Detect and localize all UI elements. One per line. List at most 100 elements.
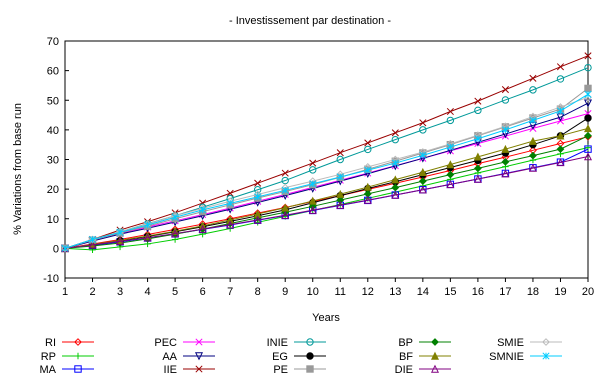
data-point bbox=[116, 236, 125, 245]
y-tick-label: 10 bbox=[47, 214, 59, 226]
legend-item-ma: MA bbox=[40, 364, 94, 376]
data-point bbox=[336, 196, 345, 204]
series-line bbox=[64, 156, 589, 249]
data-point bbox=[584, 114, 592, 122]
data-point bbox=[309, 180, 317, 188]
data-point bbox=[556, 63, 565, 71]
x-tick-label: 20 bbox=[582, 286, 594, 298]
data-point bbox=[542, 352, 550, 360]
legend-item-pec: PEC bbox=[154, 337, 215, 349]
x-tick-label: 9 bbox=[282, 286, 288, 298]
series-line bbox=[64, 127, 589, 249]
data-point bbox=[430, 364, 440, 373]
legend-item-inie: INIE bbox=[267, 337, 326, 349]
x-tick-label: 3 bbox=[117, 286, 123, 298]
legend-label: RI bbox=[45, 337, 56, 349]
legend-label: PEC bbox=[154, 337, 177, 349]
data-point bbox=[584, 52, 592, 60]
data-point bbox=[281, 169, 289, 177]
legend-label: PE bbox=[273, 364, 288, 376]
y-tick-label: 30 bbox=[47, 155, 59, 167]
data-point bbox=[529, 74, 537, 82]
data-point bbox=[306, 352, 314, 360]
data-point bbox=[501, 96, 510, 104]
series-line bbox=[64, 55, 589, 249]
plot-area bbox=[64, 40, 589, 279]
data-point bbox=[418, 185, 427, 194]
legend-label: AA bbox=[162, 351, 177, 363]
x-tick-label: 5 bbox=[172, 286, 178, 298]
data-point bbox=[418, 167, 427, 176]
series-layer bbox=[60, 52, 593, 254]
legend-item-ri: RI bbox=[45, 337, 94, 349]
data-point bbox=[391, 129, 399, 137]
legend-item-pe: PE bbox=[273, 364, 326, 376]
series-line bbox=[64, 96, 589, 249]
data-point bbox=[431, 338, 439, 346]
data-point bbox=[501, 169, 510, 178]
data-point bbox=[446, 170, 455, 179]
series-line bbox=[64, 113, 589, 249]
x-tick-label: 16 bbox=[472, 286, 484, 298]
data-point bbox=[528, 136, 537, 145]
data-point bbox=[529, 86, 537, 94]
series-line bbox=[64, 88, 589, 249]
data-point bbox=[226, 189, 234, 197]
series-bf bbox=[60, 124, 593, 253]
data-point bbox=[584, 63, 592, 72]
data-point bbox=[74, 352, 82, 360]
data-point bbox=[542, 338, 550, 346]
data-point bbox=[583, 124, 593, 133]
data-point bbox=[391, 183, 400, 192]
data-point bbox=[74, 365, 82, 373]
data-point bbox=[281, 186, 289, 194]
y-tick-label: 60 bbox=[47, 66, 59, 78]
legend-item-iie: IIE bbox=[164, 364, 215, 376]
data-point bbox=[419, 151, 427, 159]
data-point bbox=[391, 159, 399, 167]
legend-label: SMNIE bbox=[489, 351, 524, 363]
series-line bbox=[64, 136, 589, 249]
data-point bbox=[195, 338, 203, 346]
y-tick-label: 0 bbox=[53, 243, 59, 255]
data-point bbox=[226, 220, 235, 229]
data-point bbox=[584, 131, 592, 140]
legend-label: EG bbox=[272, 351, 288, 363]
y-axis-label: % Variations from base run bbox=[12, 103, 24, 235]
data-point bbox=[391, 135, 400, 144]
legend-item-aa: AA bbox=[162, 351, 215, 363]
data-point bbox=[364, 145, 372, 154]
data-point bbox=[474, 97, 482, 105]
data-point bbox=[501, 157, 510, 166]
series-bp bbox=[61, 131, 592, 253]
y-axis: -10 0 10 20 30 40 50 60 70 bbox=[43, 36, 69, 285]
data-point bbox=[171, 229, 180, 238]
legend-label: RP bbox=[41, 351, 56, 363]
x-tick-label: 10 bbox=[307, 286, 319, 298]
legend-item-smie: SMIE bbox=[497, 337, 562, 349]
data-point bbox=[364, 139, 372, 147]
series-line bbox=[64, 93, 589, 249]
data-point bbox=[474, 135, 482, 143]
data-point bbox=[336, 155, 344, 164]
series-line bbox=[64, 135, 589, 249]
data-point bbox=[309, 166, 317, 174]
x-tick-label: 15 bbox=[444, 286, 456, 298]
data-point bbox=[556, 158, 565, 167]
legend-label: MA bbox=[40, 364, 57, 376]
data-point bbox=[418, 177, 427, 186]
data-point bbox=[556, 107, 565, 115]
data-point bbox=[199, 206, 207, 214]
data-point bbox=[363, 195, 372, 204]
data-point bbox=[336, 149, 344, 157]
legend-item-bf: BF bbox=[399, 351, 451, 363]
data-point bbox=[309, 159, 317, 167]
data-point bbox=[446, 180, 455, 189]
data-point bbox=[74, 338, 82, 346]
data-point bbox=[528, 163, 537, 172]
x-tick-label: 19 bbox=[554, 286, 566, 298]
data-point bbox=[226, 215, 235, 224]
data-point bbox=[364, 166, 372, 174]
data-point bbox=[446, 143, 454, 151]
data-point bbox=[143, 233, 152, 242]
